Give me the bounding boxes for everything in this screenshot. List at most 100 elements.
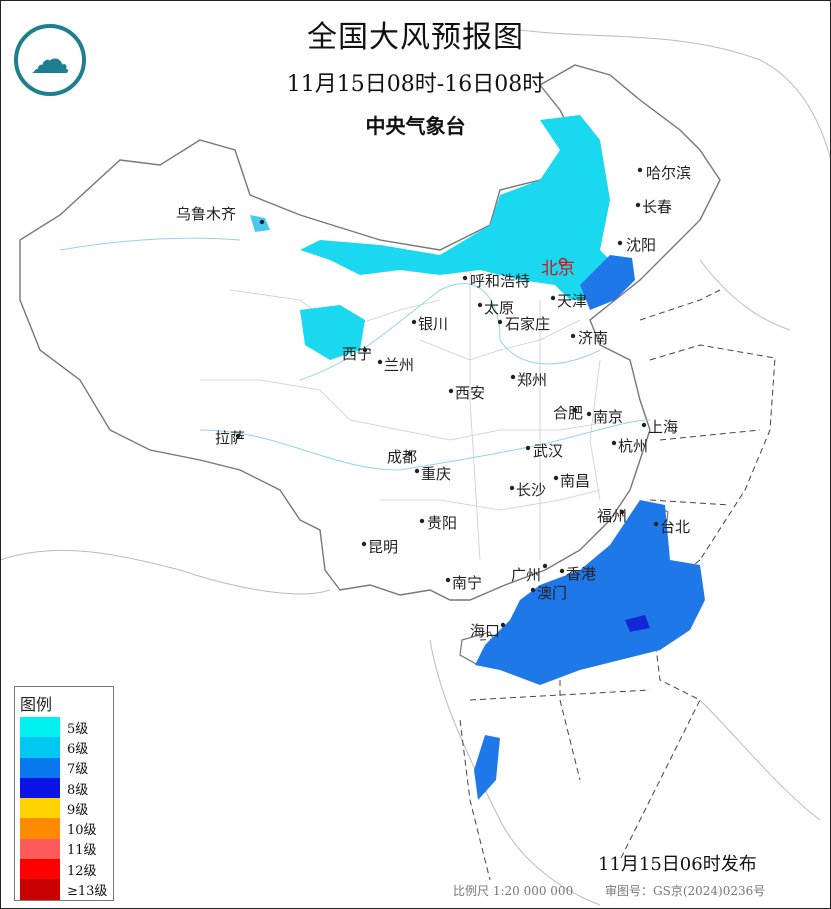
- city-label: 台北: [660, 518, 691, 536]
- city-marker: [530, 587, 536, 593]
- city-label: 福州: [597, 507, 628, 525]
- city-marker: [509, 485, 515, 491]
- city-marker: [635, 202, 641, 208]
- city-marker: [586, 411, 592, 417]
- city-marker: [572, 407, 578, 413]
- city-label: 成都: [387, 448, 418, 466]
- city-marker: [259, 219, 265, 225]
- legend-swatch: [20, 838, 60, 860]
- city-label: 长春: [642, 198, 673, 216]
- city-label: 北京: [541, 259, 575, 279]
- city-marker: [617, 240, 623, 246]
- city-marker: [235, 433, 241, 439]
- legend-swatch: [20, 879, 60, 900]
- legend-swatch: [20, 757, 60, 778]
- city-marker: [641, 422, 647, 428]
- city-label: 长沙: [516, 481, 547, 499]
- city-marker: [542, 563, 548, 569]
- city-marker: [558, 257, 568, 267]
- city-marker: [559, 568, 565, 574]
- legend-label: 10级: [67, 823, 97, 839]
- legend-label: 8级: [67, 782, 89, 798]
- city-marker: [407, 451, 413, 457]
- city-label: 海口: [470, 622, 501, 640]
- issue-time: 11月15日06时发布: [598, 854, 757, 875]
- city-marker: [414, 468, 420, 474]
- legend-swatch: [20, 777, 60, 799]
- city-marker: [445, 577, 451, 583]
- city-marker: [611, 440, 617, 446]
- city-label: 拉萨: [215, 429, 246, 447]
- city-marker: [477, 302, 483, 308]
- wind-area-7-nansha: [474, 735, 500, 800]
- city-label: 西宁: [342, 345, 373, 363]
- legend-swatch: [20, 859, 60, 880]
- city-marker: [553, 475, 559, 481]
- province-borders: [200, 260, 621, 561]
- legend-swatch: [20, 737, 60, 758]
- city-label: 呼和浩特: [470, 272, 531, 290]
- city-marker: [419, 518, 425, 524]
- city-label: 昆明: [368, 538, 399, 556]
- forecast-period: 11月15日08时-16日08时: [286, 72, 545, 97]
- city-marker: [362, 347, 368, 353]
- map-approval-number: 审图号：GS京(2024)0236号: [605, 884, 766, 898]
- city-label: 南宁: [452, 574, 483, 592]
- city-markers: [235, 167, 659, 628]
- city-marker: [411, 319, 417, 325]
- city-label: 南昌: [560, 472, 591, 490]
- issuer: 中央气象台: [365, 114, 466, 138]
- legend-label: 9级: [67, 802, 89, 818]
- rivers: [59, 237, 651, 471]
- wind-area-6-qinghai: [300, 305, 365, 360]
- legend-swatch: [20, 717, 60, 738]
- legend-item: ≥13级: [20, 879, 108, 900]
- city-label: 济南: [578, 329, 609, 347]
- city-label: 广州: [511, 566, 542, 584]
- legend-item: 5级: [20, 717, 108, 738]
- legend-item: 11级: [20, 838, 108, 860]
- legend-label: 11级: [67, 843, 97, 859]
- city-label: 澳门: [537, 584, 568, 602]
- wind-area-8-south: [625, 615, 650, 632]
- city-marker: [619, 509, 625, 515]
- city-label: 南京: [593, 408, 624, 426]
- city-label: 贵阳: [427, 514, 458, 532]
- legend-item: 6级: [20, 737, 108, 758]
- city-label: 武汉: [533, 442, 564, 460]
- neighbor-borders: [0, 29, 831, 906]
- city-label: 合肥: [553, 404, 584, 422]
- city-label: 哈尔滨: [646, 164, 692, 182]
- legend-swatch: [20, 798, 60, 819]
- map-footer: 比例尺 1:20 000 000 审图号：GS京(2024)0236号: [453, 882, 793, 899]
- city-label: 西安: [455, 384, 486, 402]
- city-label: 香港: [566, 565, 597, 583]
- legend-item: 8级: [20, 777, 108, 799]
- city-marker: [462, 275, 468, 281]
- city-label: 兰州: [384, 356, 415, 374]
- map-scale: 比例尺 1:20 000 000: [453, 884, 574, 898]
- wind-area-6-xinjiang: [250, 215, 270, 232]
- city-marker: [550, 295, 556, 301]
- city-marker: [637, 167, 643, 173]
- city-marker: [500, 622, 506, 628]
- wind-area-7-bohai: [580, 255, 635, 310]
- city-marker: [525, 445, 531, 451]
- city-marker: [570, 333, 576, 339]
- legend-item: 7级: [20, 757, 108, 778]
- city-label: 太原: [484, 299, 515, 317]
- city-marker: [510, 374, 516, 380]
- legend-label: 5级: [67, 721, 89, 737]
- legend-item: 10级: [20, 818, 108, 839]
- wind-area-7-south: [475, 500, 705, 685]
- city-label: 沈阳: [626, 236, 657, 254]
- city-label: 郑州: [517, 371, 548, 389]
- city-label: 上海: [648, 418, 679, 436]
- legend-title: 图例: [20, 695, 53, 714]
- legend-item: 9级: [20, 798, 108, 819]
- city-label: 天津: [557, 292, 588, 310]
- city-label: 银川: [418, 315, 449, 333]
- city-marker: [448, 388, 454, 394]
- legend: 图例 5级 6级 7级 8级 9级 10级 11级 12级 ≥13级: [14, 686, 114, 901]
